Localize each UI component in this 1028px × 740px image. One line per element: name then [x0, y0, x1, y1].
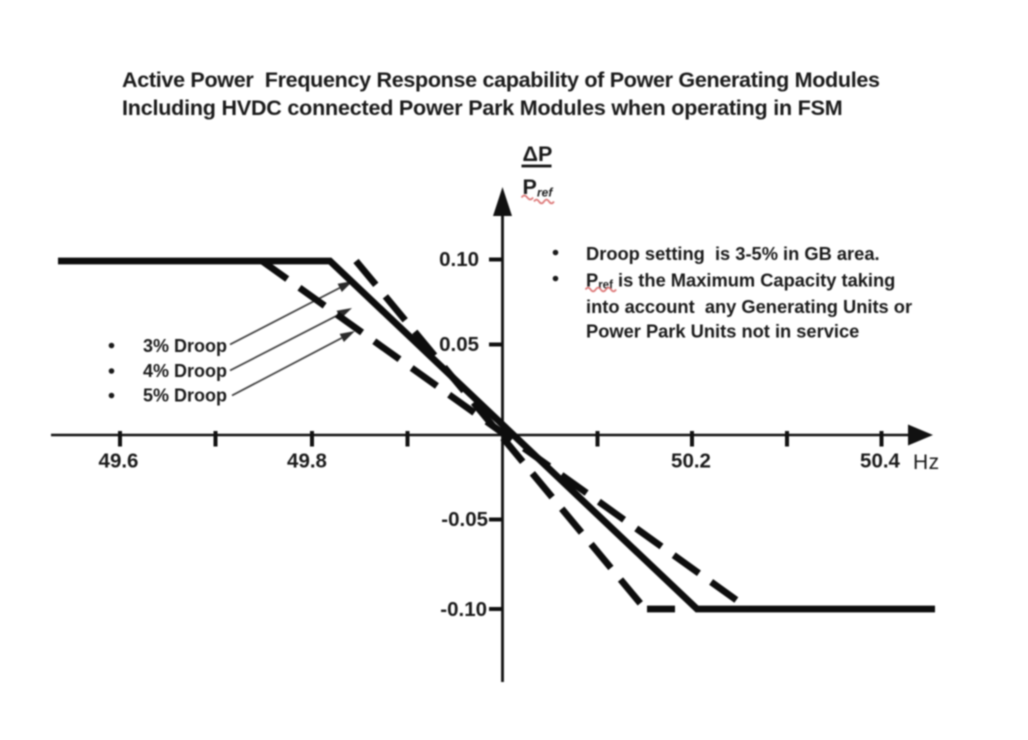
svg-text:0.05: 0.05 [439, 333, 479, 356]
svg-text:Hz: Hz [913, 451, 940, 474]
svg-text:P: P [523, 175, 537, 199]
svg-text:49.6: 49.6 [99, 450, 139, 473]
svg-text:49.8: 49.8 [287, 450, 327, 473]
svg-text:into account any Generating U: into account any Generating Units or [586, 296, 912, 317]
svg-text:ref: ref [537, 186, 553, 200]
svg-text:0.10: 0.10 [439, 248, 479, 271]
svg-text:-0.10: -0.10 [440, 598, 487, 621]
svg-text:-0.05: -0.05 [441, 508, 488, 531]
svg-text:4% Droop: 4% Droop [143, 361, 227, 381]
svg-text:50.2: 50.2 [671, 450, 711, 473]
svg-text:5% Droop: 5% Droop [143, 386, 227, 406]
svg-text:Pref is the Maximum Capacity t: Pref is the Maximum Capacity taking [586, 270, 895, 292]
svg-text:Droop setting is 3-5% in GB a: Droop setting is 3-5% in GB area. [586, 243, 880, 264]
svg-text:Power Park Units not in servic: Power Park Units not in service [586, 321, 859, 342]
svg-text:3% Droop: 3% Droop [143, 336, 227, 356]
svg-text:50.4: 50.4 [860, 450, 900, 473]
svg-text:Active Power Frequency Respon: Active Power Frequency Response capabili… [122, 68, 880, 92]
svg-text:ΔP: ΔP [523, 142, 553, 166]
svg-text:Including HVDC connected Power: Including HVDC connected Power Park Modu… [122, 96, 842, 120]
